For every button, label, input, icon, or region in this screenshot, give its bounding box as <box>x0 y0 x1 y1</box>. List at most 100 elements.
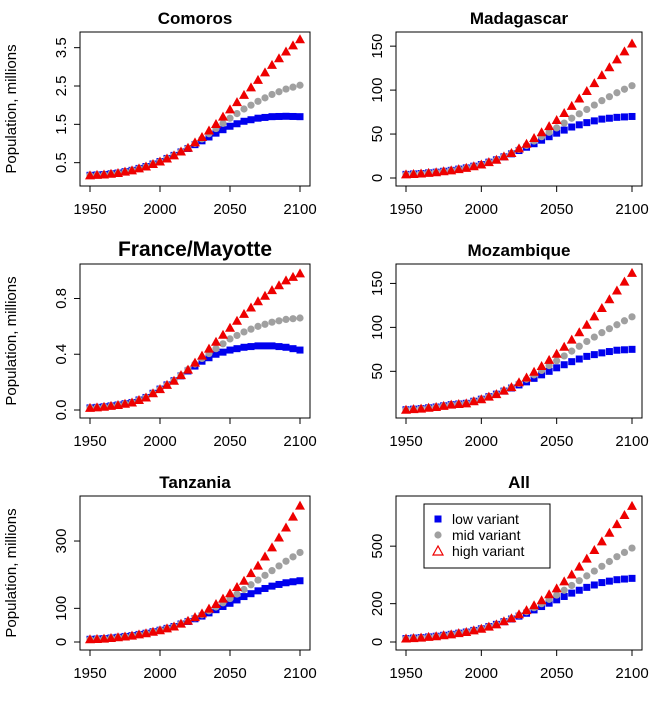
data-point <box>219 340 227 348</box>
data-point <box>560 586 568 594</box>
data-point <box>239 89 249 99</box>
series-low-variant <box>86 577 304 643</box>
data-point <box>628 345 636 353</box>
data-point <box>106 632 116 642</box>
data-point <box>274 280 284 290</box>
chart-panel-madagascar: MadagascarPopulation, millions1950200020… <box>319 0 656 238</box>
data-point <box>246 302 256 312</box>
data-point <box>589 78 600 88</box>
series-mid-variant <box>402 82 636 178</box>
data-point <box>120 166 130 176</box>
data-point <box>281 46 291 56</box>
chart-title: France/Mayotte <box>118 238 272 261</box>
data-point <box>613 321 621 329</box>
x-tick-label: 2050 <box>540 433 573 450</box>
x-tick-label: 2100 <box>283 201 316 218</box>
data-point <box>498 151 509 161</box>
data-point <box>613 113 621 121</box>
data-point <box>605 348 613 356</box>
data-point <box>545 367 553 375</box>
data-point <box>162 153 172 163</box>
data-point <box>275 88 283 96</box>
data-point <box>141 392 151 402</box>
plot-frame <box>79 31 311 187</box>
data-point <box>581 553 592 563</box>
data-point <box>583 352 591 360</box>
data-point <box>575 121 583 129</box>
chart-svg: MozambiquePopulation, millions1950200020… <box>319 241 649 450</box>
data-point <box>254 114 262 122</box>
x-tick-label: 2050 <box>213 665 246 682</box>
data-point <box>113 399 123 409</box>
data-point <box>253 296 263 306</box>
data-point <box>169 150 179 160</box>
x-tick-label: 2100 <box>283 665 316 682</box>
data-point <box>282 112 290 120</box>
series-low-variant <box>402 574 636 643</box>
data-point <box>233 596 241 604</box>
data-point <box>176 146 186 156</box>
data-point <box>446 399 457 409</box>
data-point <box>85 634 95 644</box>
plot-frame <box>395 31 643 187</box>
data-point <box>568 358 576 366</box>
series-high-variant <box>401 38 637 179</box>
chart-title: All <box>508 473 530 492</box>
data-point <box>120 631 130 641</box>
legend-label-low-variant: low variant <box>452 511 519 527</box>
data-point <box>240 328 248 336</box>
y-tick-label: 0.0 <box>53 400 70 421</box>
data-point <box>155 156 165 166</box>
data-point <box>261 113 269 121</box>
data-point <box>226 346 234 354</box>
chart-panel-comoros: Comoros Population, millions 1950 2000 2050 2… <box>0 0 320 238</box>
data-point <box>289 553 297 561</box>
data-point <box>232 581 242 591</box>
data-point <box>204 603 214 613</box>
data-point <box>296 346 304 354</box>
chart-svg: France/Mayotte Population, millions 1950 20… <box>3 238 317 450</box>
data-point <box>190 137 200 147</box>
data-point <box>408 404 419 414</box>
data-point <box>620 317 629 325</box>
x-tick-label: 1950 <box>389 433 422 450</box>
data-point <box>619 510 630 520</box>
data-point <box>204 343 214 353</box>
data-point <box>553 591 561 599</box>
x-tick-label: 2100 <box>615 665 648 682</box>
data-point <box>521 372 532 382</box>
data-point <box>183 364 193 374</box>
data-point <box>483 391 494 401</box>
data-point <box>461 398 472 408</box>
data-point <box>190 612 200 622</box>
x-tick-label: 2000 <box>143 665 176 682</box>
data-point <box>219 602 227 610</box>
series-high-variant <box>85 500 305 644</box>
data-point <box>254 342 262 350</box>
data-point <box>218 111 228 121</box>
data-point <box>590 333 598 341</box>
data-point <box>268 582 276 590</box>
data-point <box>596 536 607 546</box>
data-point <box>545 599 553 607</box>
data-point <box>529 133 540 143</box>
data-point <box>553 364 561 372</box>
data-point <box>628 574 636 582</box>
data-point <box>514 377 524 387</box>
data-point <box>438 400 449 410</box>
data-point <box>289 112 297 120</box>
data-point <box>498 385 509 395</box>
data-point <box>275 580 283 588</box>
data-point <box>246 568 256 578</box>
data-point <box>491 154 502 164</box>
data-point <box>232 97 242 107</box>
series-mid-variant <box>86 548 304 643</box>
data-point <box>483 621 494 631</box>
y-axis-label: Population, millions <box>3 44 20 173</box>
data-point <box>240 593 248 601</box>
data-point <box>611 519 622 529</box>
data-point <box>566 569 577 579</box>
data-point <box>240 343 248 351</box>
y-tick-label: 500 <box>369 534 386 559</box>
data-point <box>620 346 628 354</box>
